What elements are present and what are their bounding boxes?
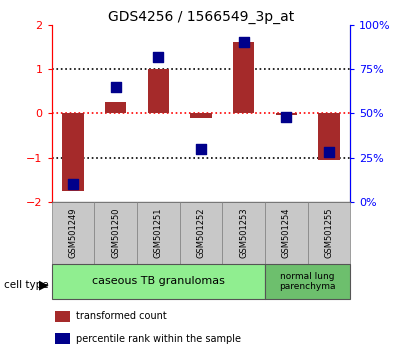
Bar: [222, 202, 265, 264]
Bar: [265, 264, 350, 299]
Text: percentile rank within the sample: percentile rank within the sample: [76, 333, 241, 344]
Bar: [105, 102, 127, 113]
Text: normal lung
parenchyma: normal lung parenchyma: [279, 272, 336, 291]
Point: [283, 114, 289, 120]
Bar: [318, 113, 339, 160]
Text: cell type: cell type: [4, 280, 49, 290]
Text: GSM501254: GSM501254: [282, 207, 291, 258]
Bar: [190, 113, 212, 118]
Point: [70, 181, 76, 187]
Text: GSM501255: GSM501255: [324, 207, 334, 258]
Text: caseous TB granulomas: caseous TB granulomas: [92, 276, 225, 286]
Bar: [179, 202, 222, 264]
Bar: [94, 202, 137, 264]
Text: transformed count: transformed count: [76, 311, 166, 321]
Text: ▶: ▶: [39, 279, 49, 291]
Bar: [52, 202, 94, 264]
Text: GSM501253: GSM501253: [239, 207, 248, 258]
Title: GDS4256 / 1566549_3p_at: GDS4256 / 1566549_3p_at: [108, 10, 294, 24]
Point: [240, 40, 247, 45]
Point: [198, 146, 204, 152]
Bar: [265, 202, 308, 264]
Bar: [148, 69, 169, 113]
Point: [113, 84, 119, 90]
Bar: [62, 113, 84, 191]
Bar: [233, 42, 254, 113]
Point: [326, 149, 332, 155]
Point: [155, 54, 162, 59]
Bar: [275, 113, 297, 115]
Text: GSM501250: GSM501250: [111, 207, 120, 258]
Bar: [137, 202, 179, 264]
Text: GSM501251: GSM501251: [154, 207, 163, 258]
Bar: [55, 333, 70, 344]
Bar: [308, 202, 350, 264]
Bar: [52, 264, 265, 299]
Text: GSM501252: GSM501252: [197, 207, 205, 258]
Text: GSM501249: GSM501249: [68, 207, 78, 258]
Bar: [55, 311, 70, 322]
